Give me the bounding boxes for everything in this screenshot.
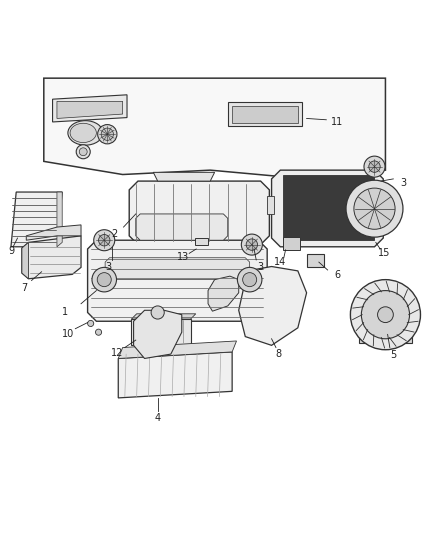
Circle shape <box>94 230 115 251</box>
Text: 6: 6 <box>334 270 340 280</box>
Circle shape <box>354 188 395 229</box>
Bar <box>359 321 412 343</box>
Polygon shape <box>44 78 385 179</box>
Polygon shape <box>131 314 196 319</box>
Polygon shape <box>57 101 123 118</box>
Text: 4: 4 <box>155 413 161 423</box>
Polygon shape <box>22 236 81 279</box>
Polygon shape <box>267 197 274 214</box>
Circle shape <box>369 161 380 172</box>
Polygon shape <box>134 310 182 359</box>
Polygon shape <box>129 181 269 245</box>
Circle shape <box>92 268 117 292</box>
Polygon shape <box>228 102 302 126</box>
Polygon shape <box>26 225 81 240</box>
Circle shape <box>79 148 87 156</box>
Polygon shape <box>105 258 250 280</box>
Text: 5: 5 <box>390 350 396 360</box>
Ellipse shape <box>68 120 103 145</box>
Text: 14: 14 <box>274 257 286 267</box>
Polygon shape <box>153 172 215 181</box>
Text: 8: 8 <box>275 349 281 359</box>
Polygon shape <box>136 214 228 240</box>
Polygon shape <box>57 192 62 247</box>
Text: 9: 9 <box>8 246 14 256</box>
Circle shape <box>88 320 94 327</box>
Bar <box>307 254 324 266</box>
Circle shape <box>246 239 258 251</box>
Circle shape <box>95 329 102 335</box>
Polygon shape <box>53 95 127 122</box>
Text: 3: 3 <box>106 262 112 272</box>
Text: 1: 1 <box>62 308 68 318</box>
Bar <box>195 238 208 246</box>
Text: 10: 10 <box>62 329 74 340</box>
Circle shape <box>99 235 110 246</box>
Circle shape <box>241 234 262 255</box>
Circle shape <box>350 280 420 350</box>
Polygon shape <box>208 276 239 311</box>
Circle shape <box>364 156 385 177</box>
Circle shape <box>101 128 113 140</box>
Circle shape <box>361 290 410 339</box>
Circle shape <box>237 268 262 292</box>
Text: 13: 13 <box>177 252 189 262</box>
Text: 2: 2 <box>111 229 117 239</box>
Circle shape <box>151 306 164 319</box>
Polygon shape <box>232 106 298 123</box>
Bar <box>283 174 374 240</box>
Bar <box>283 237 300 250</box>
Circle shape <box>98 125 117 144</box>
Ellipse shape <box>70 123 96 142</box>
Polygon shape <box>11 192 62 247</box>
Text: 12: 12 <box>111 348 124 358</box>
Polygon shape <box>118 352 232 398</box>
Bar <box>131 319 191 345</box>
Polygon shape <box>272 170 383 247</box>
Text: 3: 3 <box>258 262 264 272</box>
Text: 3: 3 <box>400 178 406 188</box>
Text: 11: 11 <box>331 117 343 127</box>
Circle shape <box>76 145 90 159</box>
Polygon shape <box>118 341 237 359</box>
Text: 15: 15 <box>378 248 390 259</box>
Text: 7: 7 <box>21 284 27 293</box>
Polygon shape <box>239 266 307 345</box>
Polygon shape <box>88 240 267 321</box>
Circle shape <box>243 273 257 287</box>
Polygon shape <box>22 243 28 279</box>
Circle shape <box>346 180 403 237</box>
Circle shape <box>97 273 111 287</box>
Circle shape <box>378 307 393 322</box>
